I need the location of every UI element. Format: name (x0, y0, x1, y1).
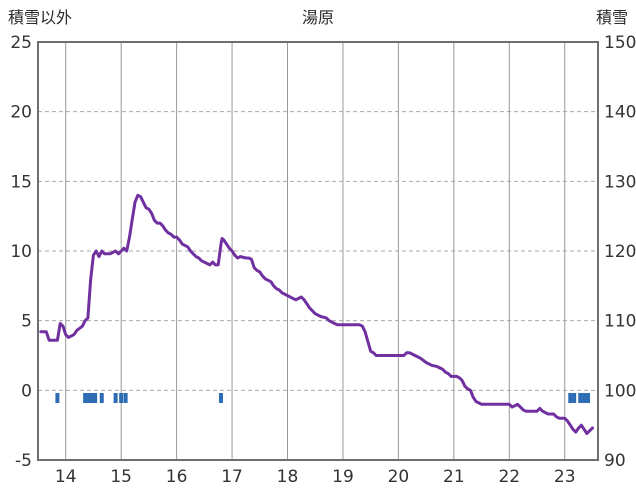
x-axis-tick-label: 23 (554, 467, 576, 487)
event-mark (93, 392, 98, 403)
event-mark (113, 392, 118, 403)
event-mark (119, 392, 124, 403)
x-axis-tick-label: 14 (55, 467, 77, 487)
right-axis-tick-label: 150 (604, 33, 636, 53)
left-axis-tick-label: 25 (10, 33, 32, 53)
right-axis-title: 積雪 (595, 8, 628, 27)
x-axis-tick-label: 19 (332, 467, 354, 487)
x-axis-tick-label: 15 (110, 467, 132, 487)
event-mark (578, 392, 583, 403)
event-mark (586, 392, 591, 403)
left-axis-title: 積雪以外 (8, 8, 73, 27)
x-axis-tick-label: 18 (277, 467, 299, 487)
event-mark (218, 392, 223, 403)
right-axis-tick-label: 100 (604, 381, 636, 401)
left-axis-tick-label: 0 (21, 381, 32, 401)
event-mark (90, 392, 95, 403)
data-line (39, 193, 594, 435)
plot-frame (37, 41, 599, 461)
right-axis-tick-label: 90 (604, 451, 626, 471)
left-axis-tick-label: 10 (10, 242, 32, 262)
event-mark (568, 392, 573, 403)
event-mark (582, 392, 587, 403)
left-axis-tick-label: 5 (21, 312, 32, 332)
right-axis-tick-label: 110 (604, 312, 636, 332)
left-axis-tick-label: 15 (10, 172, 32, 192)
left-axis-tick-label: -5 (15, 451, 32, 471)
event-mark (99, 392, 104, 403)
event-mark (123, 392, 128, 403)
right-axis-tick-label: 140 (604, 103, 636, 123)
event-mark (572, 392, 577, 403)
x-axis-tick-label: 21 (443, 467, 465, 487)
x-axis-tick-label: 16 (166, 467, 188, 487)
event-mark (87, 392, 92, 403)
left-axis-tick-label: 20 (10, 103, 32, 123)
x-axis-tick-label: 17 (221, 467, 243, 487)
x-axis-tick-label: 22 (498, 467, 520, 487)
chart-title: 湯原 (301, 8, 334, 27)
right-axis-tick-label: 130 (604, 172, 636, 192)
event-mark (83, 392, 88, 403)
right-axis-tick-label: 120 (604, 242, 636, 262)
event-mark (55, 392, 60, 403)
x-axis-tick-label: 20 (388, 467, 410, 487)
